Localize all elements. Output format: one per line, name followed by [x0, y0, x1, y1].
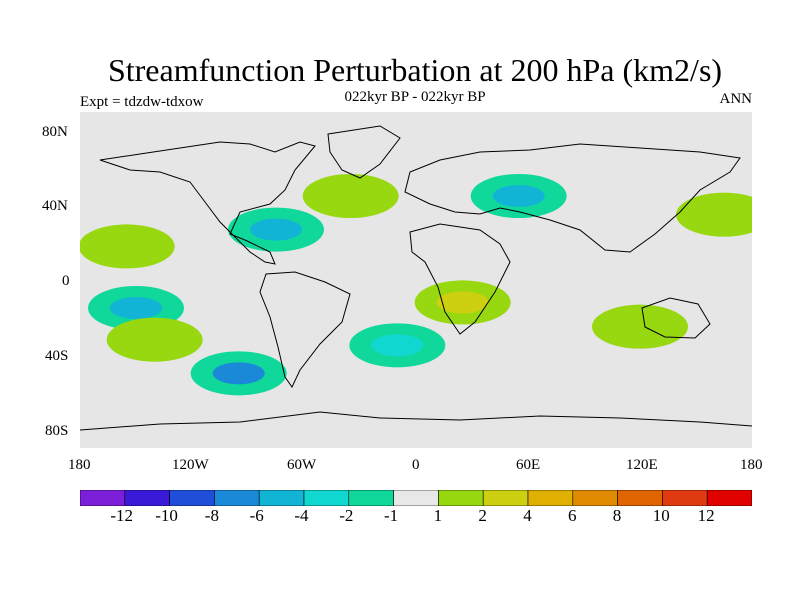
- lat-tick-80n: 80N: [42, 124, 68, 140]
- colorbar-label-8: 2: [478, 506, 487, 525]
- colorbar-label-0: -12: [110, 506, 134, 525]
- lat-tick-0: 0: [62, 273, 70, 289]
- anomaly-core-1: [110, 297, 162, 319]
- colorbar-label-6: -1: [384, 506, 399, 525]
- coast-north-america: [99, 141, 316, 265]
- anomaly-core-10: [614, 315, 666, 338]
- season-label: ANN: [719, 91, 753, 107]
- coast-greenland: [327, 125, 401, 179]
- coast-south-america: [259, 271, 351, 388]
- colorbar-label-3: -6: [249, 506, 264, 525]
- anomaly-core-5: [100, 235, 153, 258]
- lat-tick-80s: 80S: [45, 423, 69, 439]
- anomaly-core-7: [324, 185, 377, 207]
- coast-australia: [641, 297, 711, 339]
- experiment-label: Expt = tdzdw-tdxow: [80, 94, 204, 110]
- lon-tick-180w: 180: [68, 457, 91, 473]
- lon-tick-120w: 120W: [172, 457, 209, 473]
- anomaly-core-2: [212, 362, 265, 385]
- lon-tick-60e: 60E: [516, 457, 541, 473]
- lon-tick-180e: 180: [740, 457, 763, 473]
- colorbar-swatch-13: [662, 490, 708, 506]
- lon-tick-120e: 120E: [626, 457, 658, 473]
- anomaly-core-9: [698, 203, 750, 226]
- colorbar-label-4: -4: [294, 506, 309, 525]
- colorbar-label-10: 6: [568, 506, 577, 525]
- colorbar-swatch-6: [348, 490, 394, 506]
- colorbar-swatch-2: [169, 490, 215, 506]
- lat-tick-40s: 40S: [45, 348, 69, 364]
- map-background: [80, 112, 752, 448]
- coastlines: [80, 125, 752, 431]
- colorbar-swatch-0: [80, 490, 126, 506]
- colorbar-swatch-11: [572, 490, 618, 506]
- colorbar-swatch-1: [124, 490, 170, 506]
- coast-antarctica: [80, 411, 752, 431]
- lat-tick-40n: 40N: [42, 198, 68, 214]
- colorbar-swatch-4: [258, 490, 305, 506]
- streamfunction-map: [80, 112, 752, 448]
- anomaly-core-6: [128, 328, 181, 351]
- lon-tick-60w: 60W: [287, 457, 317, 473]
- map-panel: [80, 112, 752, 448]
- colorbar-swatch-9: [482, 490, 529, 506]
- colorbar-label-9: 4: [523, 506, 532, 525]
- colorbar: [80, 490, 752, 506]
- colorbar-label-7: 1: [433, 506, 443, 525]
- colorbar-label-5: -2: [339, 506, 354, 525]
- colorbar-label-12: 10: [652, 506, 670, 525]
- chart-subtitle: 022kyr BP - 022kyr BP: [344, 89, 486, 105]
- colorbar-swatch-12: [617, 490, 663, 506]
- anomaly-core-0: [250, 218, 302, 241]
- colorbar-swatch-7: [393, 490, 439, 506]
- colorbar-swatch-5: [303, 490, 350, 506]
- coast-africa: [409, 223, 511, 335]
- colorbar-label-1: -10: [155, 506, 178, 525]
- anomaly-core-3: [492, 185, 545, 207]
- colorbar-label-13: 12: [697, 506, 715, 525]
- colorbar-swatch-14: [706, 490, 752, 506]
- contour-fills: [80, 174, 752, 396]
- anomaly-core-4: [371, 334, 424, 357]
- chart-title: Streamfunction Perturbation at 200 hPa (…: [107, 52, 723, 88]
- colorbar-swatch-8: [438, 490, 484, 506]
- colorbar-swatch-3: [214, 490, 260, 506]
- coast-eurasia: [404, 143, 741, 253]
- colorbar-label-2: -8: [204, 506, 219, 525]
- anomaly-core-8: [436, 291, 489, 314]
- colorbar-label-11: 8: [612, 506, 622, 525]
- lon-tick-0: 0: [412, 457, 420, 473]
- colorbar-swatch-10: [527, 490, 574, 506]
